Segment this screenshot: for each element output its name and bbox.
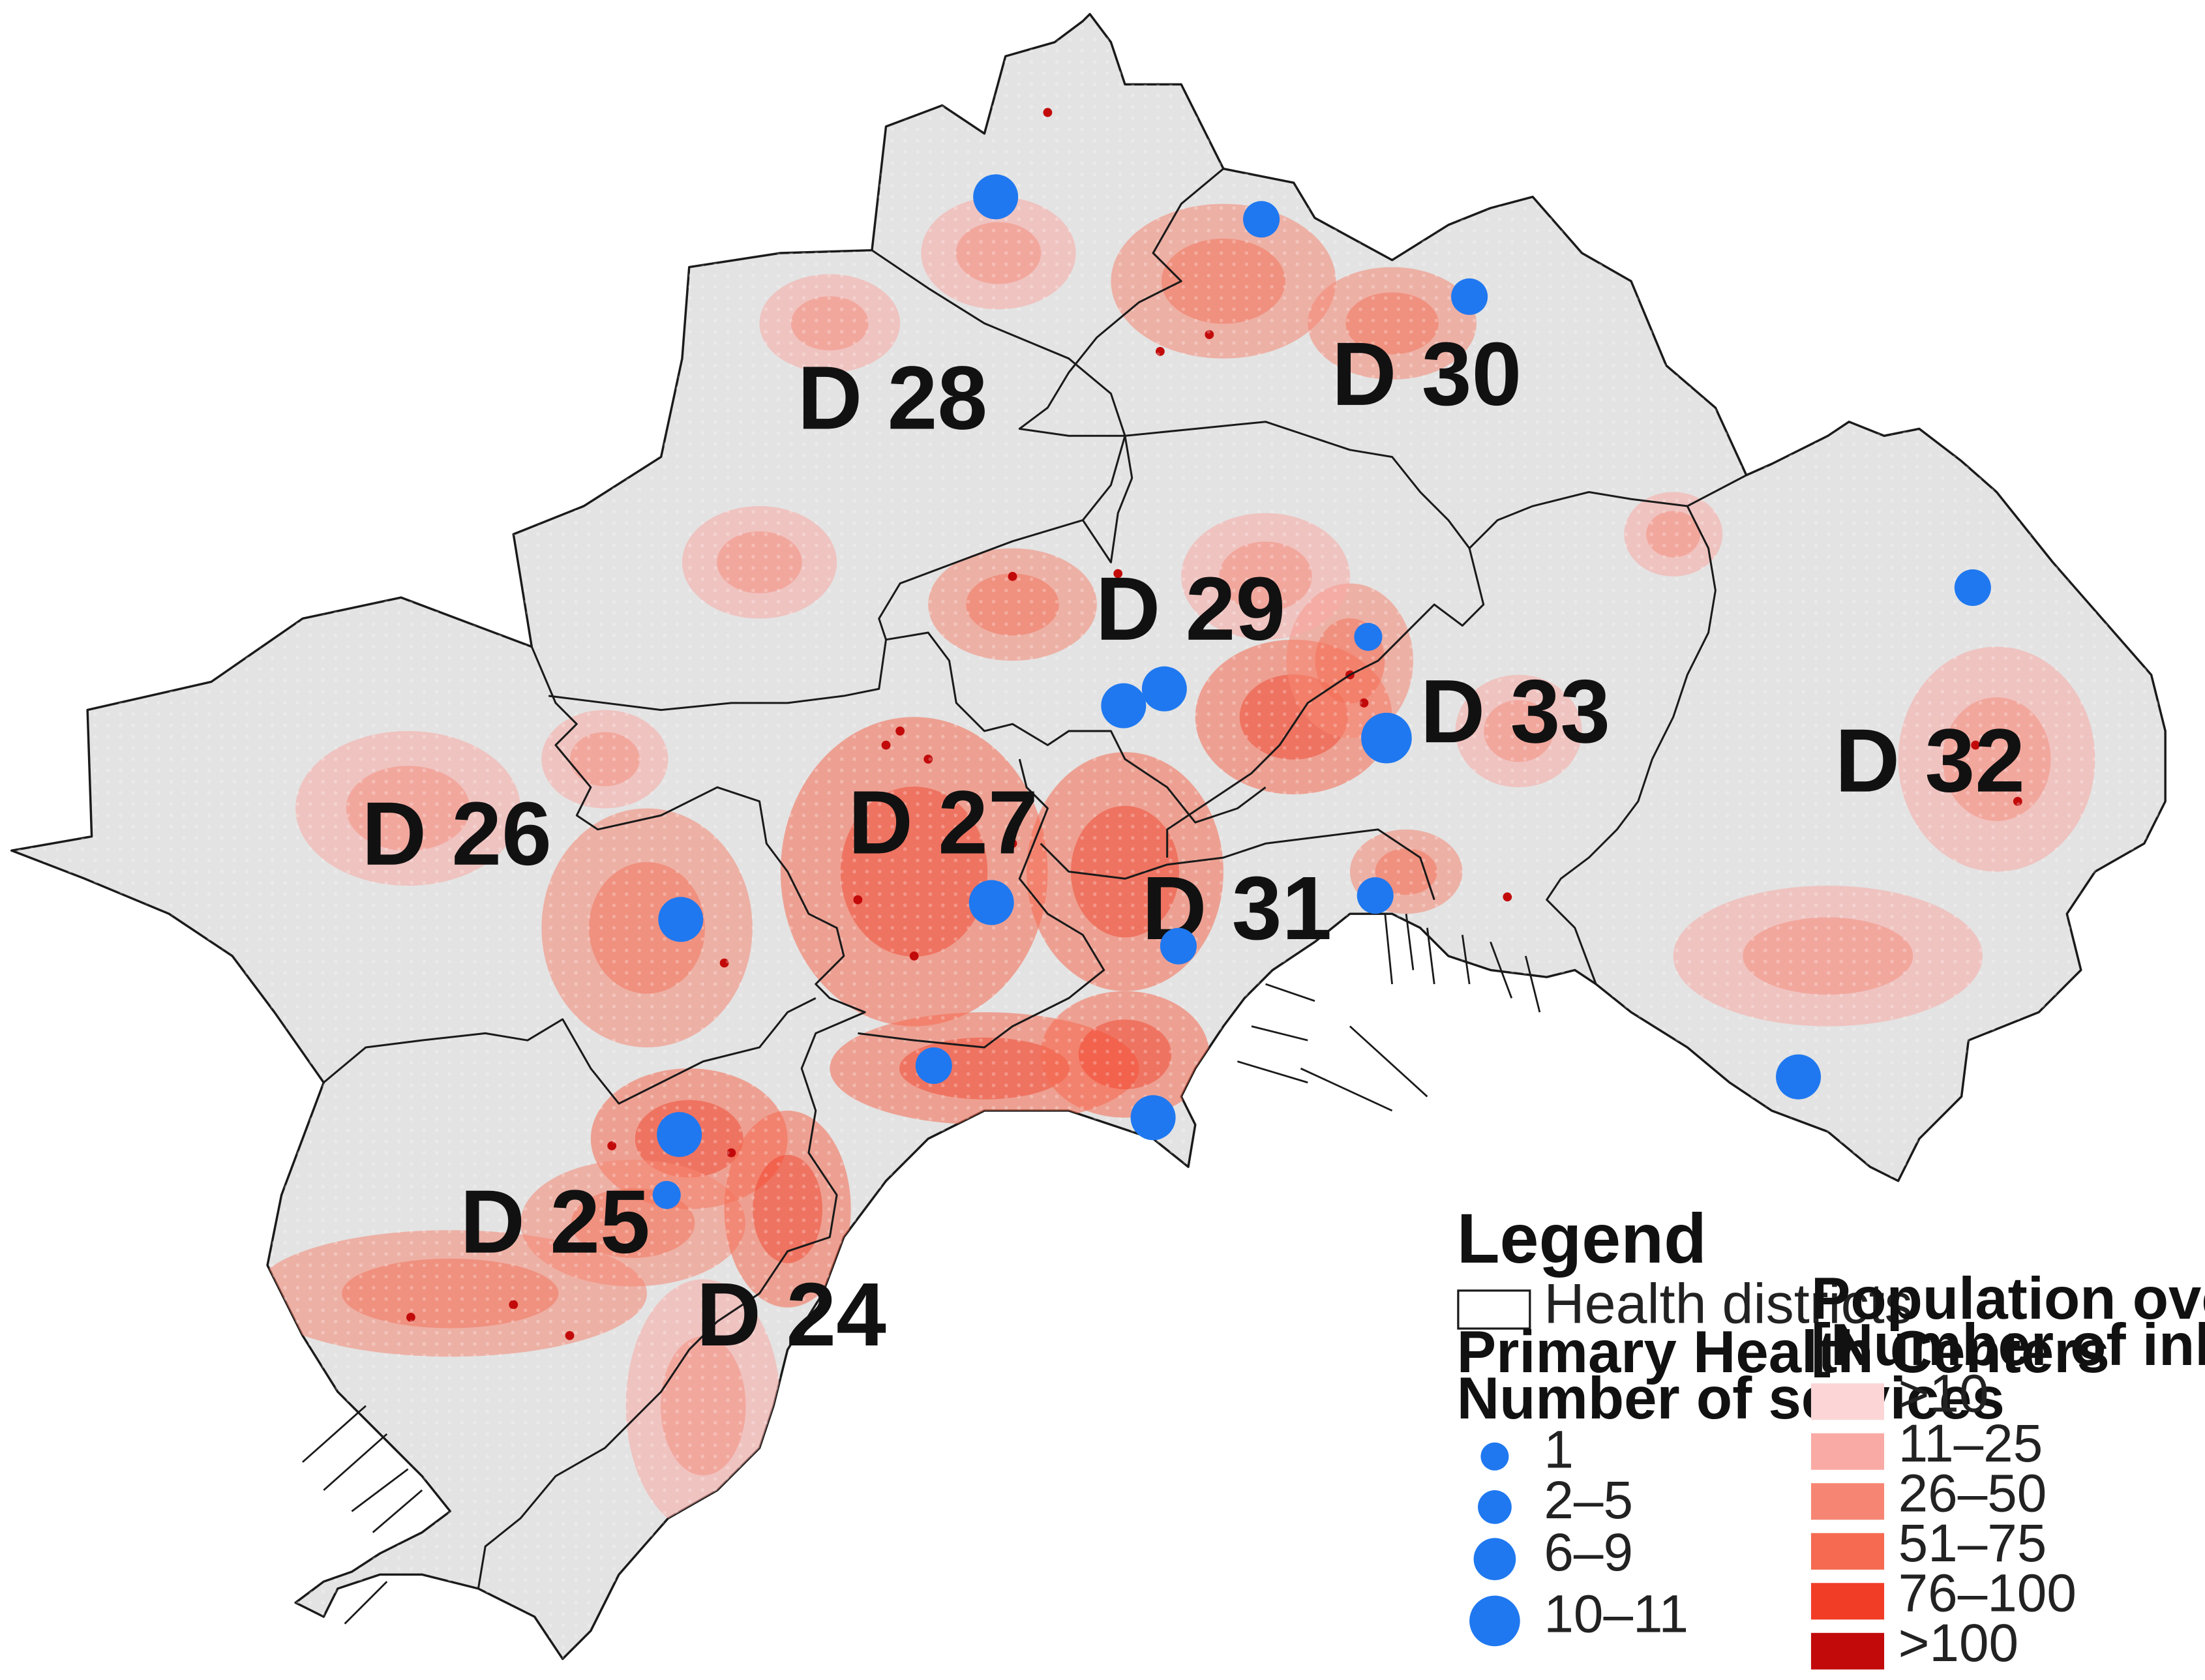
pier <box>323 1433 388 1492</box>
district-boundary <box>477 646 866 1589</box>
district-label-d29: D 29 <box>1096 559 1285 659</box>
health-center-marker[interactable] <box>915 1047 952 1085</box>
district-label-d24: D 24 <box>697 1265 886 1365</box>
legend-pop-class-label: 11–25 <box>1898 1414 2043 1473</box>
legend-pop-class-label: 76–100 <box>1898 1563 2077 1623</box>
legend-district-swatch <box>1457 1289 1531 1330</box>
pier <box>1524 955 1541 1013</box>
health-center-marker[interactable] <box>1130 1095 1176 1141</box>
legend-phc-class-10-11: 10–11 <box>1544 1585 1688 1644</box>
legend-pop-subtitle: [Number of inhabitants] <box>1811 1312 2205 1378</box>
legend-pop-class-label: 26–50 <box>1898 1463 2047 1523</box>
health-center-marker[interactable] <box>657 1112 702 1158</box>
pier <box>1300 1068 1393 1112</box>
pier <box>372 1489 423 1533</box>
legend-phc-class-2-5: 2–5 <box>1544 1471 1633 1530</box>
legend-pop-swatch <box>1810 1632 1885 1670</box>
pier <box>1349 1025 1428 1098</box>
legend-phc-marker-2-5 <box>1478 1490 1512 1524</box>
health-center-marker[interactable] <box>1776 1054 1822 1100</box>
legend-pop-swatch <box>1810 1533 1885 1570</box>
pier <box>1265 983 1315 1002</box>
legend-phc-marker-10-11 <box>1469 1595 1520 1647</box>
health-center-marker[interactable] <box>973 174 1019 220</box>
legend-pop-swatch <box>1810 1433 1885 1470</box>
primary-health-centers <box>652 174 1991 1209</box>
map-legend: Legend Health districts Primary Health C… <box>1457 1199 2205 1673</box>
pier <box>1490 941 1513 999</box>
legend-pop-class-label: 51–75 <box>1898 1514 2047 1573</box>
legend-pop-class-label: >100 <box>1898 1613 2019 1673</box>
district-boundary <box>323 997 817 1105</box>
legend-title: Legend <box>1457 1199 1707 1278</box>
legend-phc-marker-6-9 <box>1473 1538 1516 1580</box>
legend-phc-class-1: 1 <box>1544 1420 1574 1479</box>
district-boundary <box>1082 436 1133 563</box>
pier <box>1405 913 1415 970</box>
pier <box>302 1405 367 1463</box>
health-center-marker[interactable] <box>658 897 704 942</box>
health-center-marker[interactable] <box>652 1180 681 1209</box>
pier <box>1384 914 1393 985</box>
legend-district-label: Health districts <box>1544 1272 1912 1335</box>
district-boundaries <box>323 168 1747 1589</box>
health-center-marker[interactable] <box>1357 877 1394 914</box>
district-label-d32: D 32 <box>1835 711 2025 811</box>
health-center-marker[interactable] <box>1361 712 1412 764</box>
pier <box>1461 935 1471 985</box>
district-label-d26: D 26 <box>361 784 551 884</box>
legend-pop-class-label: >10 <box>1898 1364 1989 1423</box>
legend-phc-class-6-9: 6–9 <box>1544 1523 1633 1582</box>
pier <box>1426 927 1435 985</box>
district-label-d33: D 33 <box>1420 661 1610 762</box>
legend-pop-swatch <box>1810 1483 1885 1520</box>
legend-phc-subtitle: Number of services <box>1457 1366 2005 1432</box>
legend-phc-title: Primary Health Centers <box>1457 1319 2110 1385</box>
district-boundary <box>548 631 1267 824</box>
health-center-marker[interactable] <box>1243 201 1280 238</box>
legend-pop-swatch <box>1810 1583 1885 1620</box>
health-center-marker[interactable] <box>1160 927 1197 965</box>
district-label-d25: D 25 <box>460 1172 650 1272</box>
health-center-marker[interactable] <box>1141 666 1187 712</box>
district-boundary <box>1018 168 1747 550</box>
district-label-d30: D 30 <box>1332 324 1522 425</box>
pier <box>344 1581 388 1625</box>
district-boundary <box>871 249 1126 640</box>
district-boundary <box>1546 505 1717 985</box>
legend-phc-marker-1 <box>1480 1442 1509 1471</box>
legend-pop-title: Population over 65 years old <box>1811 1266 2205 1332</box>
health-center-marker[interactable] <box>1451 278 1488 315</box>
port-piers <box>302 913 1541 1625</box>
health-center-marker[interactable] <box>1954 569 1991 607</box>
district-label-d28: D 28 <box>798 348 987 448</box>
health-center-marker[interactable] <box>968 880 1014 925</box>
pier <box>351 1468 409 1512</box>
health-center-marker[interactable] <box>1101 683 1147 728</box>
legend-pop-swatch <box>1810 1383 1885 1420</box>
pier <box>1237 1060 1308 1084</box>
district-boundary <box>1166 548 1485 858</box>
health-center-marker[interactable] <box>1354 622 1383 652</box>
district-boundary <box>858 758 1105 1049</box>
pier <box>1251 1025 1308 1042</box>
district-boundary <box>1040 828 1435 901</box>
district-label-d27: D 27 <box>848 772 1038 873</box>
